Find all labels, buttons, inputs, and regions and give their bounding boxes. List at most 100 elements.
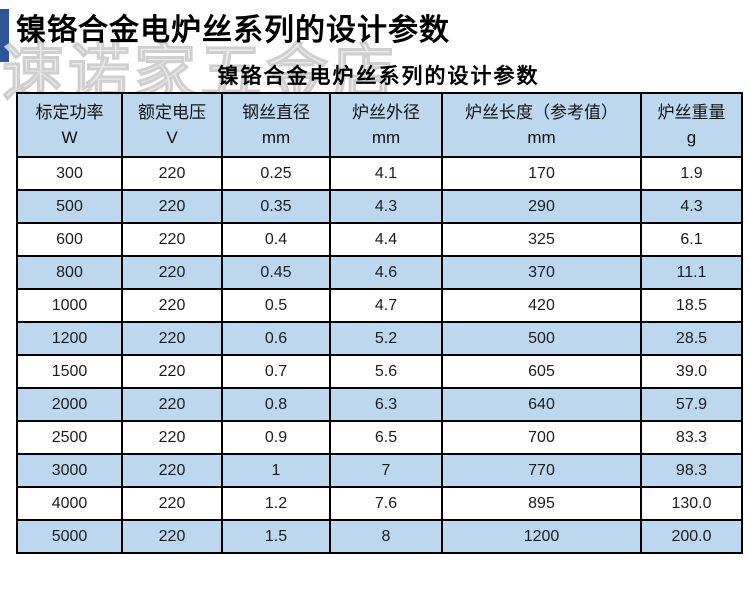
table-cell: 500	[16, 189, 123, 224]
table-cell: 220	[121, 387, 223, 422]
table-cell: 0.9	[221, 420, 331, 455]
column-header-unit: mm	[371, 128, 401, 147]
table-cell: 4.4	[329, 222, 443, 257]
table-body: 300 220 0.25 4.1 170 1.9 500 220 0.35 4.3 290 4.3 60…	[16, 156, 743, 554]
table-cell: 220	[121, 255, 223, 290]
column-header-label: 标定功率	[35, 103, 104, 122]
column-header: 炉丝外径 mm	[329, 92, 443, 158]
table-cell: 4.6	[329, 255, 443, 290]
table-cell: 3000	[16, 453, 123, 488]
spec-table: 标定功率 W 额定电压 V 钢丝直径 mm 炉丝外径 mm 炉丝长度（参考值） mm 炉丝重量 g 3…	[16, 92, 743, 554]
table-cell: 4000	[16, 486, 123, 521]
table-cell: 18.5	[640, 288, 743, 323]
table-row: 1200 220 0.6 5.2 500 28.5	[16, 321, 743, 356]
table-row: 2000 220 0.8 6.3 640 57.9	[16, 387, 743, 422]
table-cell: 1.9	[640, 156, 743, 191]
table-cell: 4.1	[329, 156, 443, 191]
table-cell: 83.3	[640, 420, 743, 455]
column-header: 钢丝直径 mm	[221, 92, 331, 158]
table-cell: 0.6	[221, 321, 331, 356]
column-header-unit: mm	[261, 128, 291, 147]
table-cell: 1.2	[221, 486, 331, 521]
table-header-row: 标定功率 W 额定电压 V 钢丝直径 mm 炉丝外径 mm 炉丝长度（参考值） mm 炉丝重量 g	[16, 92, 743, 158]
table-cell: 4.3	[640, 189, 743, 224]
table-cell: 300	[16, 156, 123, 191]
table-header: 标定功率 W 额定电压 V 钢丝直径 mm 炉丝外径 mm 炉丝长度（参考值） mm 炉丝重量 g	[16, 92, 743, 158]
column-header-unit: V	[166, 128, 178, 147]
table-cell: 1	[221, 453, 331, 488]
table-cell: 6.1	[640, 222, 743, 257]
column-header-label: 钢丝直径	[242, 103, 310, 122]
table-cell: 0.4	[221, 222, 331, 257]
table-cell: 4.7	[329, 288, 443, 323]
table-cell: 600	[16, 222, 123, 257]
table-row: 5000 220 1.5 8 1200 200.0	[16, 519, 743, 554]
table-cell: 1200	[16, 321, 123, 356]
column-header-label: 炉丝长度（参考值）	[465, 103, 618, 122]
table-cell: 800	[16, 255, 123, 290]
column-header-label: 额定电压	[138, 103, 206, 122]
table-cell: 5000	[16, 519, 123, 554]
table-cell: 130.0	[640, 486, 743, 521]
table-cell: 7.6	[329, 486, 443, 521]
column-header-unit: g	[686, 128, 697, 147]
table-cell: 0.5	[221, 288, 331, 323]
table-row: 3000 220 1 7 770 98.3	[16, 453, 743, 488]
table-cell: 220	[121, 288, 223, 323]
table-row: 500 220 0.35 4.3 290 4.3	[16, 189, 743, 224]
table-cell: 220	[121, 354, 223, 389]
table-cell: 200.0	[640, 519, 743, 554]
table-cell: 5.6	[329, 354, 443, 389]
table-cell: 220	[121, 189, 223, 224]
table-cell: 640	[441, 387, 642, 422]
page-title: 镍铬合金电炉丝系列的设计参数	[16, 14, 450, 47]
table-cell: 0.8	[221, 387, 331, 422]
table-cell: 2000	[16, 387, 123, 422]
table-cell: 28.5	[640, 321, 743, 356]
table-cell: 98.3	[640, 453, 743, 488]
table-cell: 1000	[16, 288, 123, 323]
table-cell: 170	[441, 156, 642, 191]
table-cell: 500	[441, 321, 642, 356]
table-cell: 220	[121, 519, 223, 554]
table-row: 4000 220 1.2 7.6 895 130.0	[16, 486, 743, 521]
column-header: 炉丝重量 g	[640, 92, 743, 158]
table-cell: 0.45	[221, 255, 331, 290]
table-row: 2500 220 0.9 6.5 700 83.3	[16, 420, 743, 455]
table-row: 600 220 0.4 4.4 325 6.1	[16, 222, 743, 257]
table-cell: 4.3	[329, 189, 443, 224]
table-cell: 11.1	[640, 255, 743, 290]
table-cell: 5.2	[329, 321, 443, 356]
table-cell: 1200	[441, 519, 642, 554]
table-cell: 770	[441, 453, 642, 488]
column-header: 额定电压 V	[121, 92, 223, 158]
table-cell: 0.25	[221, 156, 331, 191]
accent-bar	[0, 9, 9, 62]
table-cell: 370	[441, 255, 642, 290]
table-row: 300 220 0.25 4.1 170 1.9	[16, 156, 743, 191]
table-cell: 7	[329, 453, 443, 488]
table-cell: 2500	[16, 420, 123, 455]
table-cell: 8	[329, 519, 443, 554]
table-cell: 6.3	[329, 387, 443, 422]
table-cell: 0.35	[221, 189, 331, 224]
column-header: 标定功率 W	[16, 92, 123, 158]
table-cell: 220	[121, 321, 223, 356]
table-cell: 57.9	[640, 387, 743, 422]
table-cell: 325	[441, 222, 642, 257]
column-header-unit: mm	[527, 128, 556, 147]
table-cell: 220	[121, 486, 223, 521]
table-cell: 0.7	[221, 354, 331, 389]
column-header: 炉丝长度（参考值） mm	[441, 92, 642, 158]
table-cell: 220	[121, 453, 223, 488]
table-row: 800 220 0.45 4.6 370 11.1	[16, 255, 743, 290]
column-header-label: 炉丝外径	[352, 103, 420, 122]
column-header-unit: W	[61, 128, 78, 147]
table-title: 镍铬合金电炉丝系列的设计参数	[217, 65, 540, 88]
table-cell: 220	[121, 420, 223, 455]
table-cell: 605	[441, 354, 642, 389]
table-cell: 1.5	[221, 519, 331, 554]
table-cell: 39.0	[640, 354, 743, 389]
table-cell: 220	[121, 156, 223, 191]
table-cell: 895	[441, 486, 642, 521]
